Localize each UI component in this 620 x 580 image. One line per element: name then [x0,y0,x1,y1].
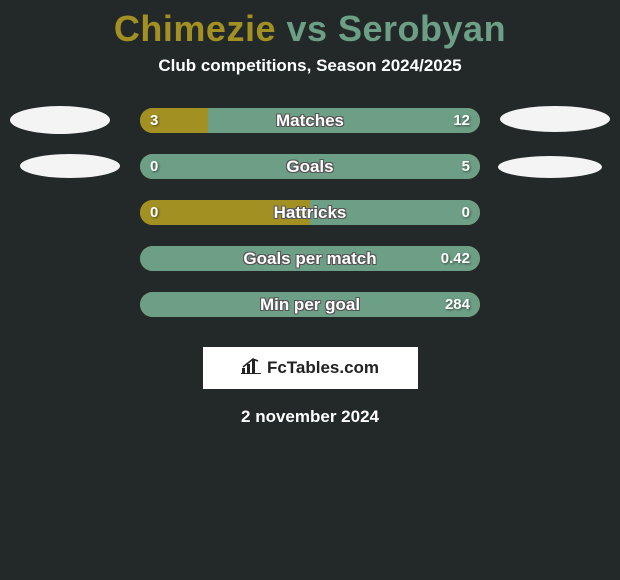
stat-bar-right [140,246,480,271]
stat-value-right: 5 [462,154,470,179]
stat-bar-right [140,154,480,179]
stat-bar [140,246,480,271]
stat-bar-right [208,108,480,133]
stats-rows: 312Matches05Goals00Hattricks0.42Goals pe… [0,108,620,317]
stat-bar-right [140,292,480,317]
stat-row: 0.42Goals per match [0,246,620,271]
player-photo-placeholder-left [20,154,120,178]
title-left-name: Chimezie [114,8,276,49]
page-title: Chimezie vs Serobyan [0,0,620,50]
title-right-name: Serobyan [338,8,506,49]
stat-bar [140,154,480,179]
stat-row: 284Min per goal [0,292,620,317]
stat-row: 05Goals [0,154,620,179]
player-photo-placeholder-right [498,156,602,178]
stat-value-left: 0 [150,154,158,179]
stat-value-right: 0.42 [441,246,470,271]
stat-bar-left [140,200,310,225]
bar-chart-icon [241,358,261,379]
stat-bar-right [310,200,480,225]
stat-value-right: 0 [462,200,470,225]
title-vs: vs [276,8,338,49]
stat-bar [140,200,480,225]
stat-value-right: 284 [445,292,470,317]
subtitle: Club competitions, Season 2024/2025 [0,56,620,76]
date-label: 2 november 2024 [0,407,620,427]
stat-row: 312Matches [0,108,620,133]
player-photo-placeholder-left [10,106,110,134]
stat-value-left: 3 [150,108,158,133]
logo-badge: FcTables.com [203,347,418,389]
logo-text: FcTables.com [267,358,379,378]
stat-value-right: 12 [453,108,470,133]
stat-value-left: 0 [150,200,158,225]
player-photo-placeholder-right [500,106,610,132]
stat-row: 00Hattricks [0,200,620,225]
stat-bar [140,108,480,133]
stat-bar [140,292,480,317]
